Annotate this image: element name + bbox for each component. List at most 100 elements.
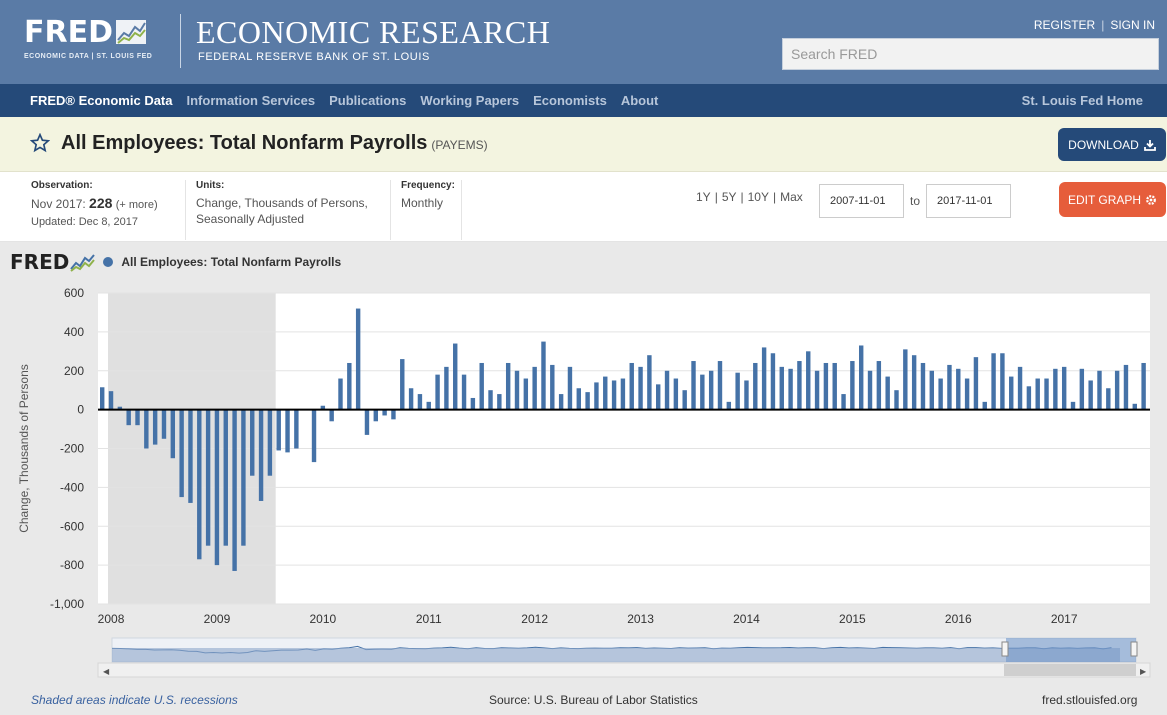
payroll-bar <box>858 345 864 410</box>
payroll-bar <box>964 378 970 410</box>
scroll-right-arrow-icon[interactable]: ▶ <box>1140 667 1147 676</box>
payroll-bar <box>744 380 749 410</box>
nav-st-louis-fed-home[interactable]: St. Louis Fed Home <box>1021 93 1143 108</box>
payroll-bar <box>214 409 220 566</box>
payroll-bar <box>488 390 493 410</box>
payroll-bar-chart: 600 400 200 0 -200 -400 -600 -800 -1,000 2008 2009… <box>17 286 1151 678</box>
range-5y[interactable]: 5Y <box>721 190 737 204</box>
date-from-input[interactable] <box>819 184 904 218</box>
search-input[interactable] <box>782 38 1159 70</box>
fred-logo-subtitle: ECONOMIC DATA | ST. LOUIS FED <box>24 53 153 60</box>
navigator-selection <box>1006 638 1136 662</box>
range-separator: | <box>772 190 777 204</box>
fred-logo[interactable]: FRED <box>24 18 147 48</box>
range-max[interactable]: Max <box>780 190 803 204</box>
payroll-bar <box>1044 378 1049 410</box>
frequency-value: Monthly <box>401 196 444 210</box>
payroll-bar <box>541 341 546 410</box>
payroll-bar <box>1026 386 1032 410</box>
payroll-bar <box>753 362 758 410</box>
observation-more-link[interactable]: (+ more) <box>115 199 158 211</box>
units-block: Units: Change, Thousands of Persons, Sea… <box>196 180 368 236</box>
payroll-bar <box>576 388 581 410</box>
payroll-bar <box>1132 403 1137 410</box>
y-tick-label: -400 <box>60 480 84 494</box>
payroll-bar <box>1061 366 1067 410</box>
payroll-bar <box>1079 368 1085 410</box>
series-title: All Employees: Total Nonfarm Payrolls (PA… <box>61 132 488 155</box>
download-button[interactable]: DOWNLOAD <box>1058 128 1166 161</box>
payroll-bar <box>806 351 811 410</box>
legend-series-dot <box>103 257 114 267</box>
payroll-bar <box>232 409 237 571</box>
payroll-bar <box>523 378 529 410</box>
payroll-bar <box>982 401 987 410</box>
date-to-input[interactable] <box>926 184 1011 218</box>
fred-logo-text: FRED <box>24 15 113 50</box>
nav-about[interactable]: About <box>620 93 659 108</box>
navigator-handle-right[interactable] <box>1130 641 1138 657</box>
payroll-bar <box>911 355 917 410</box>
payroll-bar <box>1141 362 1146 410</box>
nav-fred-economic-data[interactable]: FRED® Economic Data <box>30 93 173 108</box>
range-selector: 1Y | 5Y | 10Y | Max <box>696 190 803 204</box>
navigator-fill <box>112 648 1120 662</box>
payroll-bar <box>700 374 705 410</box>
payroll-bar <box>770 353 776 410</box>
edit-graph-label: EDIT GRAPH <box>1067 192 1142 207</box>
scroll-left-arrow-icon[interactable]: ◀ <box>103 667 110 676</box>
y-tick-label: -800 <box>60 558 84 572</box>
payroll-bar <box>779 366 784 410</box>
fred-url-footnote[interactable]: fred.stlouisfed.org <box>1042 693 1138 707</box>
range-1y[interactable]: 1Y <box>696 190 711 204</box>
y-tick-label: 0 <box>77 403 84 417</box>
payroll-bar <box>717 361 723 410</box>
navigator-handle-left[interactable] <box>1001 641 1009 657</box>
x-tick-label: 2009 <box>204 612 231 626</box>
scrollbar-track[interactable] <box>97 662 1151 678</box>
updated-date: Updated: Dec 8, 2017 <box>31 216 139 228</box>
payroll-bar <box>355 308 361 410</box>
observation-block: Observation: Nov 2017: 228 (+ more) Upda… <box>31 180 158 236</box>
payroll-bar <box>673 378 679 410</box>
payroll-bar <box>179 409 184 498</box>
edit-graph-button[interactable]: EDIT GRAPH <box>1059 182 1166 217</box>
nav-economists[interactable]: Economists <box>533 93 607 108</box>
payroll-bar <box>497 394 502 410</box>
scrollbar-thumb[interactable] <box>1004 664 1136 676</box>
units-line-1: Change, Thousands of Persons, <box>196 196 368 210</box>
payroll-bar <box>585 392 590 410</box>
nav-information-services[interactable]: Information Services <box>186 93 316 108</box>
x-tick-label: 2015 <box>839 612 866 626</box>
payroll-bar <box>920 362 926 410</box>
nav-publications[interactable]: Publications <box>329 93 407 108</box>
nav-working-papers[interactable]: Working Papers <box>420 93 520 108</box>
payroll-bar <box>708 370 714 410</box>
payroll-bar <box>444 366 449 410</box>
payroll-bar <box>223 409 228 546</box>
x-tick-label: 2017 <box>1051 612 1078 626</box>
payroll-bar <box>567 366 573 410</box>
payroll-bar <box>152 409 158 445</box>
payroll-bar <box>453 343 458 410</box>
sign-in-link[interactable]: SIGN IN <box>1110 18 1155 32</box>
range-10y[interactable]: 10Y <box>747 190 769 204</box>
source-footnote: Source: U.S. Bureau of Labor Statistics <box>489 693 698 707</box>
payroll-bar <box>426 401 431 410</box>
payroll-bar <box>682 390 687 410</box>
payroll-bar <box>250 409 255 476</box>
payroll-bar <box>188 409 193 503</box>
frequency-block: Frequency: Monthly <box>401 180 455 236</box>
range-separator: | <box>740 190 744 204</box>
star-icon[interactable] <box>30 133 50 153</box>
payroll-bar <box>117 406 123 410</box>
payroll-bar <box>1009 376 1014 410</box>
payroll-bar <box>726 401 732 410</box>
payroll-bar <box>382 409 387 416</box>
meta-divider <box>461 180 462 240</box>
payroll-bar <box>814 370 820 410</box>
payroll-bar <box>1000 353 1005 410</box>
x-tick-label: 2014 <box>733 612 760 626</box>
payroll-bar <box>850 361 855 410</box>
register-link[interactable]: REGISTER <box>1033 18 1096 32</box>
